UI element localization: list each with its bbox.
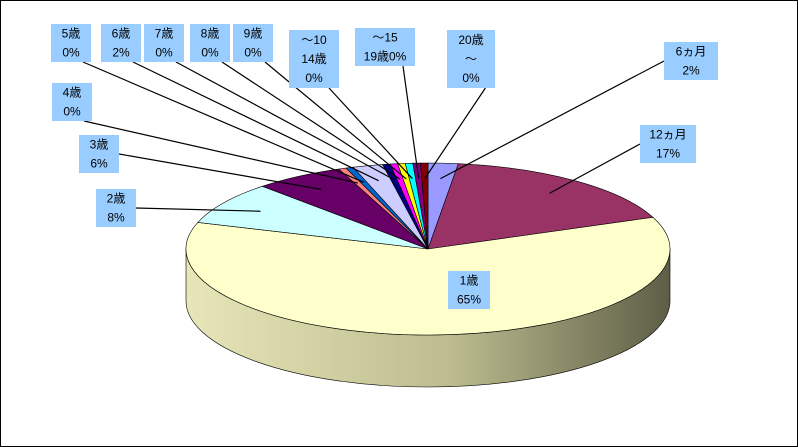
data-label-text-8: 0% [155, 46, 173, 60]
data-label-13: 20歳 ～ 0% [447, 30, 495, 88]
leader-line-5 [83, 120, 358, 184]
data-label-text-1: 17% [656, 147, 680, 161]
data-label-text-11: ～10 [301, 33, 327, 47]
data-label-box-8 [144, 24, 184, 62]
data-label-text-13: 0% [462, 71, 480, 85]
data-label-box-7 [101, 24, 141, 62]
data-label-text-11: 14歳 [301, 52, 326, 66]
data-label-text-4: 3歳 [90, 138, 109, 152]
data-label-box-10 [233, 24, 273, 62]
data-label-text-3: 2歳 [107, 192, 126, 206]
data-label-text-4: 6% [90, 157, 108, 171]
pie-slice-2 [185, 217, 671, 336]
data-label-1: 12ヵ月 17% [640, 125, 696, 163]
leader-line-4 [118, 153, 322, 191]
leader-line-8 [175, 61, 395, 181]
data-label-12: ～15 19歳0% [355, 28, 415, 66]
data-label-3: 2歳8% [96, 189, 136, 227]
pie-slice-1 [427, 163, 654, 250]
data-label-10: 9歳0% [233, 24, 273, 62]
pie-slice-13 [420, 162, 429, 250]
data-label-box-11 [289, 30, 339, 88]
data-label-text-5: 0% [63, 105, 81, 119]
data-label-text-12: ～15 [372, 31, 398, 45]
data-label-7: 6歳2% [101, 24, 141, 62]
data-label-box-13 [447, 30, 495, 88]
data-label-text-7: 2% [112, 46, 130, 60]
leader-line-0 [440, 60, 665, 180]
data-label-text-2: 1歳 [460, 274, 479, 288]
data-label-4: 3歳6% [79, 135, 119, 173]
data-label-box-3 [96, 189, 136, 227]
data-label-11: ～10 14歳 0% [289, 30, 339, 88]
data-label-box-6 [51, 24, 91, 62]
leader-line-6 [82, 61, 364, 183]
data-label-text-1: 12ヵ月 [649, 128, 686, 142]
leader-line-1 [549, 143, 641, 194]
data-label-box-12 [355, 28, 415, 66]
data-label-text-5: 4歳 [63, 86, 82, 100]
leader-line-7 [132, 61, 379, 182]
data-label-box-1 [640, 125, 696, 163]
data-label-text-12: 19歳0% [364, 50, 407, 64]
data-label-text-8: 7歳 [155, 27, 174, 41]
leader-line-13 [424, 87, 486, 179]
data-label-text-10: 9歳 [244, 27, 263, 41]
pie-slice-3 [197, 185, 429, 250]
data-label-text-6: 0% [62, 46, 80, 60]
data-label-text-6: 5歳 [62, 27, 81, 41]
data-label-text-9: 8歳 [201, 27, 220, 41]
leader-line-12 [402, 65, 420, 179]
data-label-9: 8歳0% [190, 24, 230, 62]
data-label-text-13: ～ [465, 52, 477, 66]
data-label-text-10: 0% [244, 46, 262, 60]
pie-top-faces [185, 162, 671, 336]
data-label-text-7: 6歳 [112, 27, 131, 41]
data-label-box-4 [79, 135, 119, 173]
data-label-5: 4歳0% [52, 83, 92, 121]
data-label-text-0: 6ヵ月 [676, 45, 707, 59]
data-label-text-3: 8% [107, 211, 125, 225]
leader-line-3 [135, 207, 261, 212]
data-label-8: 7歳0% [144, 24, 184, 62]
leader-line-10 [264, 61, 407, 180]
data-label-text-9: 0% [201, 46, 219, 60]
data-label-text-2: 65% [457, 293, 481, 307]
data-label-box-0 [664, 42, 718, 80]
leader-line-11 [328, 87, 413, 180]
data-label-text-0: 2% [682, 64, 700, 78]
leader-line-9 [221, 61, 401, 180]
data-label-box-2 [448, 271, 490, 309]
data-label-box-9 [190, 24, 230, 62]
data-label-text-11: 0% [305, 71, 323, 85]
data-labels: 6ヵ月2%12ヵ月17%1歳65%2歳8%3歳6%4歳0%5歳0%6歳2%7歳0… [51, 24, 718, 309]
data-label-box-5 [52, 83, 92, 121]
data-label-text-13: 20歳 [458, 33, 483, 47]
data-label-6: 5歳0% [51, 24, 91, 62]
